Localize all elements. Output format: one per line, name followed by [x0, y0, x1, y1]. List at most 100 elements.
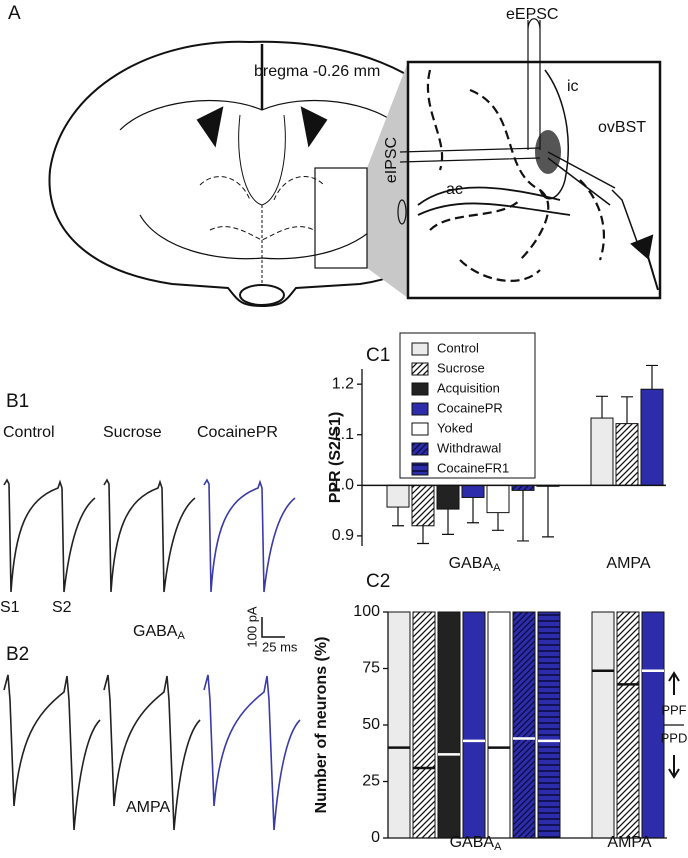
- arrow-up: [668, 671, 680, 695]
- panel-label: B2: [6, 644, 29, 665]
- error-bar: [392, 507, 404, 527]
- y-tick-label: 1.1: [332, 426, 354, 443]
- scale-bar: [261, 617, 285, 638]
- legend-swatch: [411, 362, 429, 376]
- trace: [3, 478, 96, 593]
- eepsc-electrode: [527, 18, 541, 150]
- optic: [239, 284, 285, 306]
- bregma-label: bregma -0.26 mm: [254, 63, 380, 80]
- category-label: AMPA: [606, 555, 650, 572]
- error-bar: [492, 512, 504, 531]
- error-bar: [646, 364, 658, 390]
- bar: [461, 484, 485, 498]
- scale-current: 100 pA: [244, 606, 259, 648]
- y-tick-label: 25: [362, 773, 380, 790]
- panel-label: C2: [366, 571, 390, 592]
- category-text: GABA: [450, 834, 495, 851]
- group-label: Sucrose: [103, 424, 162, 441]
- legend-swatch: [411, 382, 429, 396]
- error-bar: [596, 395, 608, 419]
- arrow-down: [668, 755, 680, 779]
- error-bar: [417, 525, 429, 545]
- bar: [641, 611, 665, 839]
- group-label: Control: [3, 424, 55, 441]
- inset-frame: [406, 60, 662, 300]
- ovbst-label: ovBST: [598, 119, 646, 136]
- bar: [640, 388, 664, 486]
- panel-label: A: [8, 3, 21, 24]
- category-label: GABAA: [449, 555, 501, 574]
- trace: [203, 674, 301, 831]
- legend-swatch: [411, 442, 429, 456]
- legend-swatch: [411, 342, 429, 356]
- bar: [437, 611, 461, 839]
- bar: [462, 611, 486, 839]
- y-tick-label: 0: [371, 829, 380, 846]
- y-tick-label: 75: [362, 660, 380, 677]
- y-tick-label: 0.9: [332, 527, 354, 544]
- zoom-source: [314, 167, 368, 269]
- stim-label: S2: [52, 599, 72, 616]
- b1-traces: [3, 478, 296, 593]
- legend-label: Control: [437, 340, 479, 355]
- legend-label: Acquisition: [437, 380, 500, 395]
- stim-label: S1: [0, 599, 20, 616]
- y-tick-label: 1.2: [332, 375, 354, 392]
- category-text: AMPA: [607, 834, 651, 851]
- bar: [486, 484, 510, 514]
- cortex-inner: [119, 99, 405, 131]
- eipsc-label: eIPSC: [383, 137, 400, 183]
- ventricle-left: [196, 106, 224, 148]
- y-tick-label: 1.0: [332, 477, 354, 494]
- recording-pipette: [547, 151, 641, 251]
- error-bar: [467, 497, 479, 524]
- error-bar: [621, 396, 633, 424]
- error-bar: [442, 509, 454, 535]
- receptor-label: GABAA: [133, 623, 185, 642]
- bar: [615, 423, 639, 486]
- bar: [386, 484, 410, 508]
- bar: [487, 611, 511, 839]
- y-tick-label: 50: [362, 716, 380, 733]
- inset-small: [397, 199, 407, 225]
- y-tick-label: 100: [353, 603, 380, 620]
- neuron-axon: [645, 249, 659, 291]
- error-bar: [542, 486, 554, 538]
- bar: [436, 484, 460, 510]
- y-axis-label: PPR (S2/S1): [327, 412, 344, 504]
- category-text: AMPA: [606, 555, 650, 572]
- legend-label: CocaineFR1: [437, 460, 509, 475]
- eepsc-label: eEPSC: [506, 6, 558, 23]
- legend-label: Withdrawal: [437, 440, 501, 455]
- receptor-sub: A: [177, 630, 185, 642]
- bar: [616, 611, 640, 839]
- ac-label: ac: [446, 181, 463, 198]
- category-sub: A: [493, 562, 501, 574]
- category-text: GABA: [449, 555, 494, 572]
- annotation: PPD: [661, 730, 688, 745]
- panel-label: C1: [366, 345, 390, 366]
- bar: [387, 611, 411, 839]
- y-axis-label: Number of neurons (%): [313, 637, 330, 814]
- eipsc-electrode: [399, 147, 541, 163]
- ventricle-right: [300, 106, 328, 148]
- zoom-wedge: [367, 62, 408, 298]
- ic-label: ic: [567, 78, 579, 95]
- inset-ac: [417, 186, 571, 216]
- b2-traces: [3, 674, 301, 831]
- legend-label: Yoked: [437, 420, 473, 435]
- brain-diagram: [48, 18, 662, 308]
- bar: [591, 611, 615, 839]
- group-label: CocainePR: [197, 424, 278, 441]
- legend-label: Sucrose: [437, 360, 485, 375]
- inner-struct: [199, 176, 325, 241]
- bar: [537, 611, 561, 839]
- legend-swatch: [411, 422, 429, 436]
- legend-label: CocainePR: [437, 400, 503, 415]
- trace: [103, 479, 196, 593]
- inset-ic: [539, 69, 569, 200]
- trace: [203, 478, 296, 593]
- panel-label: B1: [6, 391, 29, 412]
